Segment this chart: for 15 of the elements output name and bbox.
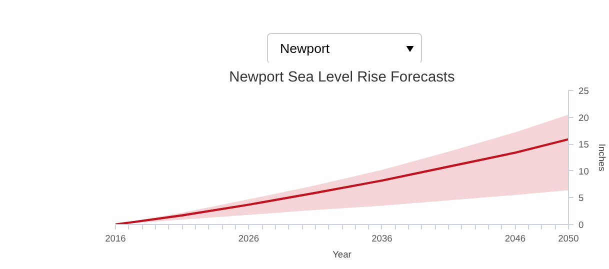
y-tick-label: 5 [578,193,584,204]
y-tick-label: 0 [578,220,584,230]
x-tick-label: 2026 [238,234,260,244]
x-tick-label: 2016 [105,234,126,244]
y-tick-label: 10 [578,166,589,176]
y-tick-label: 20 [578,112,589,123]
x-tick-label: 2050 [558,234,579,244]
y-tick-label: 15 [578,140,589,150]
x-tick-label: 2046 [504,234,526,244]
y-axis-title: Inches [596,144,607,172]
chart-title: Newport Sea Level Rise Forecasts [229,70,455,86]
x-tick-label: 2036 [372,234,392,244]
text: Newport [267,33,422,64]
y-tick-label: 25 [578,86,589,96]
x-axis-title: Year [332,250,352,260]
